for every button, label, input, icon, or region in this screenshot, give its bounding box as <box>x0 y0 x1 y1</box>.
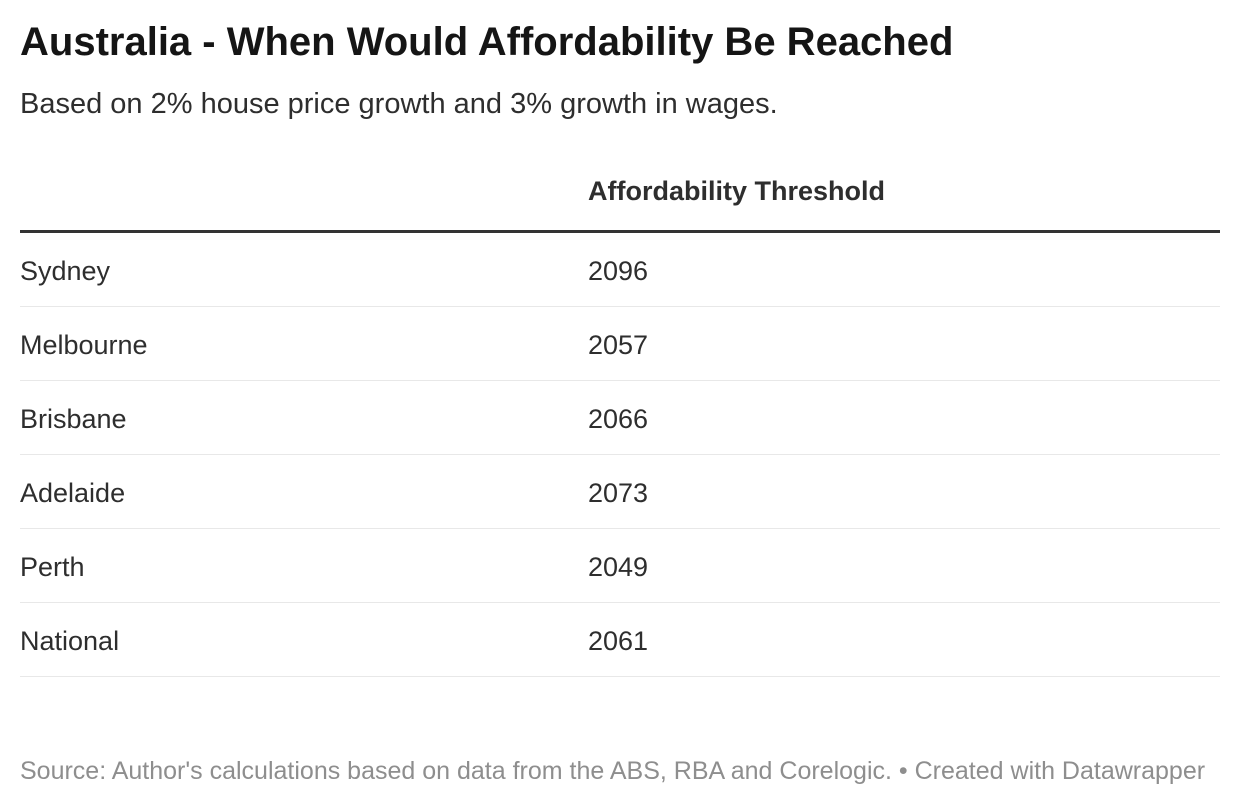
footer-separator: • <box>898 757 908 785</box>
label-column-header <box>20 174 588 233</box>
chart-subtitle: Based on 2% house price growth and 3% gr… <box>20 88 778 120</box>
table-row: Brisbane 2066 <box>20 380 1220 455</box>
threshold-value: 2049 <box>588 528 1220 603</box>
city-label: Brisbane <box>20 380 588 455</box>
table-row: Melbourne 2057 <box>20 306 1220 381</box>
chart-footer: Source: Author's calculations based on d… <box>20 756 1220 787</box>
source-note: Source: Author's calculations based on d… <box>20 757 892 785</box>
datawrapper-table-chart: Australia - When Would Affordability Be … <box>20 20 1220 787</box>
city-label: National <box>20 602 588 677</box>
city-label: Melbourne <box>20 306 588 381</box>
threshold-value: 2073 <box>588 454 1220 529</box>
table-header-row: Affordability Threshold <box>20 174 1220 233</box>
city-label: Sydney <box>20 231 588 307</box>
table-row: Adelaide 2073 <box>20 454 1220 529</box>
affordability-table: Affordability Threshold Sydney 2096 Melb… <box>20 174 1220 677</box>
threshold-value: 2061 <box>588 602 1220 677</box>
table-row: Sydney 2096 <box>20 231 1220 307</box>
threshold-value: 2066 <box>588 380 1220 455</box>
city-label: Perth <box>20 528 588 603</box>
value-column-header: Affordability Threshold <box>588 174 1220 233</box>
city-label: Adelaide <box>20 454 588 529</box>
table-row: Perth 2049 <box>20 528 1220 603</box>
datawrapper-attribution-link[interactable]: Created with Datawrapper <box>914 757 1206 785</box>
threshold-value: 2057 <box>588 306 1220 381</box>
chart-title: Australia - When Would Affordability Be … <box>20 20 954 64</box>
table-row: National 2061 <box>20 602 1220 677</box>
threshold-value: 2096 <box>588 231 1220 307</box>
